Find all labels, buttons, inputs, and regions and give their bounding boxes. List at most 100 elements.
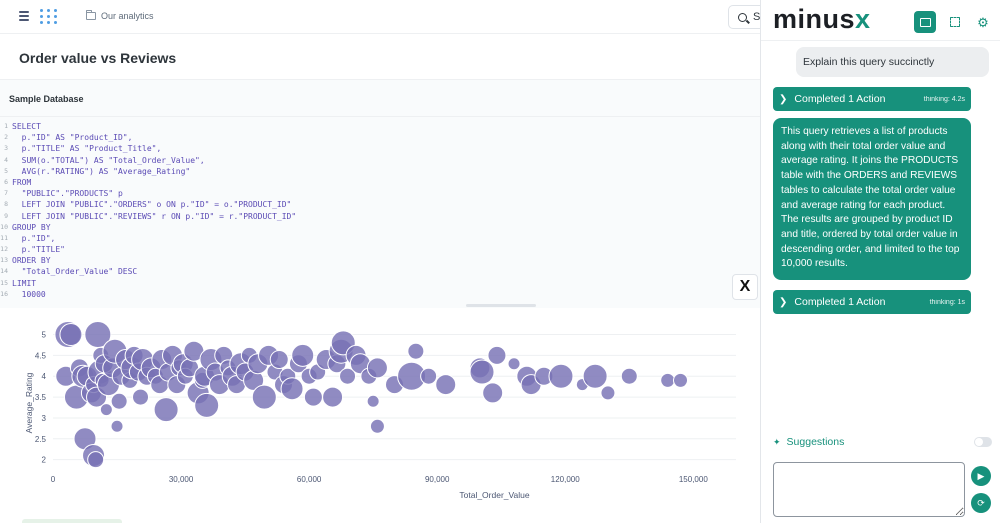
x-tick-label: 120,000: [551, 475, 580, 484]
scatter-point: [153, 397, 179, 423]
line-number: 6: [4, 177, 8, 186]
code-line[interactable]: 4 SUM(o."TOTAL") AS "Total_Order_Value",: [0, 155, 720, 166]
x-tick-label: 30,000: [169, 475, 194, 484]
scatter-point: [507, 357, 521, 371]
code-text[interactable]: FROM: [12, 177, 32, 187]
line-number: 10: [0, 222, 8, 231]
scatter-point: [110, 419, 124, 433]
scatter-point: [280, 377, 304, 401]
editor-resize-handle[interactable]: [466, 304, 536, 307]
chart-svg: 2 2.5 3 3.5 4 4.5 5 0 30,000 60,000 90,000 120,000 1…: [24, 321, 736, 500]
code-text[interactable]: p."ID" AS "Product_ID",: [12, 133, 133, 143]
code-line[interactable]: 2 p."ID" AS "Product_ID",: [0, 132, 720, 143]
settings-button[interactable]: ⚙: [972, 11, 994, 33]
line-number: 9: [4, 211, 8, 220]
x-tick-label: 150,000: [679, 475, 708, 484]
completed-action-toggle-2[interactable]: ❯ Completed 1 Action thinking: 1s: [773, 290, 971, 314]
code-line[interactable]: 16 10000: [0, 289, 720, 300]
scatter-point: [366, 357, 388, 379]
y-tick-label: 4.5: [35, 351, 47, 360]
code-line[interactable]: 6 FROM: [0, 177, 720, 188]
search-button[interactable]: S: [728, 5, 760, 29]
chat-icon: [919, 17, 931, 27]
action-label: Completed 1 Action: [794, 93, 886, 105]
sql-editor[interactable]: Sample Database 1 SELECT 2 p."ID" AS "Prod…: [0, 79, 760, 308]
code-line[interactable]: 1 SELECT: [0, 121, 720, 132]
scatter-point: [620, 367, 638, 385]
line-number: 3: [4, 144, 8, 153]
code-line[interactable]: 7 "PUBLIC"."PRODUCTS" p: [0, 188, 720, 199]
code-line[interactable]: 15 LIMIT: [0, 278, 720, 289]
database-selector[interactable]: Sample Database: [9, 94, 84, 104]
code-text[interactable]: ORDER BY: [12, 256, 51, 266]
completed-action-toggle[interactable]: ❯ Completed 1 Action thinking: 4.2s: [773, 87, 971, 111]
code-line[interactable]: 14 "Total_Order_Value" DESC: [0, 266, 720, 277]
send-button[interactable]: ▶: [971, 466, 991, 486]
code-text[interactable]: SELECT: [12, 122, 41, 131]
scatter-point: [339, 367, 357, 385]
scatter-point: [59, 323, 83, 347]
x-tick-label: 60,000: [297, 475, 322, 484]
action-label: Completed 1 Action: [794, 296, 886, 308]
select-area-button[interactable]: [944, 11, 966, 33]
code-line[interactable]: 9 LEFT JOIN "PUBLIC"."REVIEWS" r ON p."I…: [0, 211, 720, 222]
breadcrumb-collection[interactable]: Our analytics: [101, 11, 154, 21]
code-line[interactable]: 10 GROUP BY: [0, 222, 720, 233]
folder-icon: [86, 10, 96, 20]
thinking-time: thinking: 1s: [929, 298, 965, 306]
assistant-message: This query retrieves a list of products …: [773, 118, 971, 280]
code-text[interactable]: 10000: [12, 289, 46, 299]
sql-code[interactable]: 1 SELECT 2 p."ID" AS "Product_ID", 3 p."TIT…: [0, 121, 720, 300]
top-navbar: Our analytics S: [0, 0, 760, 34]
code-text[interactable]: LEFT JOIN "PUBLIC"."ORDERS" o ON p."ID" …: [12, 200, 292, 210]
metabase-app: Our analytics S Order value vs Reviews S…: [0, 0, 760, 523]
breadcrumb[interactable]: Our analytics: [86, 10, 154, 21]
code-text[interactable]: SUM(o."TOTAL") AS "Total_Order_Value",: [12, 155, 205, 165]
suggestions-toggle[interactable]: [974, 437, 992, 447]
y-axis-label: Average_Rating: [24, 372, 34, 433]
code-text[interactable]: LEFT JOIN "PUBLIC"."REVIEWS" r ON p."ID"…: [12, 211, 297, 221]
scatter-point: [435, 374, 457, 396]
chevron-right-icon: ❯: [779, 93, 788, 105]
scatter-point: [660, 372, 676, 388]
minusx-toggle-button[interactable]: X: [732, 274, 758, 300]
code-line[interactable]: 13 ORDER BY: [0, 255, 720, 266]
user-message: Explain this query succinctly: [796, 47, 989, 77]
hamburger-menu-icon[interactable]: [19, 11, 29, 21]
brand-text: minus: [773, 4, 856, 34]
code-line[interactable]: 5 AVG(r."RATING") AS "Average_Rating": [0, 166, 720, 177]
code-text[interactable]: "PUBLIC"."PRODUCTS" p: [12, 189, 123, 199]
bottom-tab[interactable]: [22, 519, 122, 523]
code-text[interactable]: LIMIT: [12, 278, 37, 288]
line-number: 5: [4, 166, 8, 175]
line-number: 11: [0, 233, 8, 242]
code-line[interactable]: 12 p."TITLE": [0, 244, 720, 255]
suggestions-header[interactable]: ✦ Suggestions: [773, 436, 844, 448]
code-line[interactable]: 8 LEFT JOIN "PUBLIC"."ORDERS" o ON p."ID…: [0, 199, 720, 210]
reset-button[interactable]: ⟳: [971, 493, 991, 513]
scatter-point: [132, 388, 150, 406]
code-text[interactable]: AVG(r."RATING") AS "Average_Rating": [12, 166, 191, 176]
panel-header-divider: [761, 40, 1000, 41]
suggestions-label: Suggestions: [786, 436, 845, 448]
code-text[interactable]: p."ID",: [12, 233, 56, 243]
page-title[interactable]: Order value vs Reviews: [19, 50, 177, 66]
scatter-point: [303, 387, 323, 407]
code-text[interactable]: p."TITLE" AS "Product_Title",: [12, 144, 162, 154]
play-icon: ▶: [977, 470, 985, 481]
code-text[interactable]: p."TITLE": [12, 245, 65, 255]
metabase-logo-icon[interactable]: [40, 9, 58, 25]
chat-mode-button[interactable]: [914, 11, 936, 33]
scatter-point: [251, 384, 277, 410]
chevron-right-icon: ❯: [779, 296, 788, 308]
scatter-point: [87, 451, 105, 469]
scatter-point: [322, 386, 344, 408]
code-text[interactable]: GROUP BY: [12, 222, 51, 232]
chat-input[interactable]: [773, 462, 965, 517]
code-line[interactable]: 3 p."TITLE" AS "Product_Title",: [0, 143, 720, 154]
code-line[interactable]: 11 p."ID",: [0, 233, 720, 244]
x-axis-label: Total_Order_Value: [459, 490, 530, 500]
minusx-logo: minusx: [773, 4, 871, 35]
scatter-point: [194, 392, 220, 418]
code-text[interactable]: "Total_Order_Value" DESC: [12, 267, 138, 277]
